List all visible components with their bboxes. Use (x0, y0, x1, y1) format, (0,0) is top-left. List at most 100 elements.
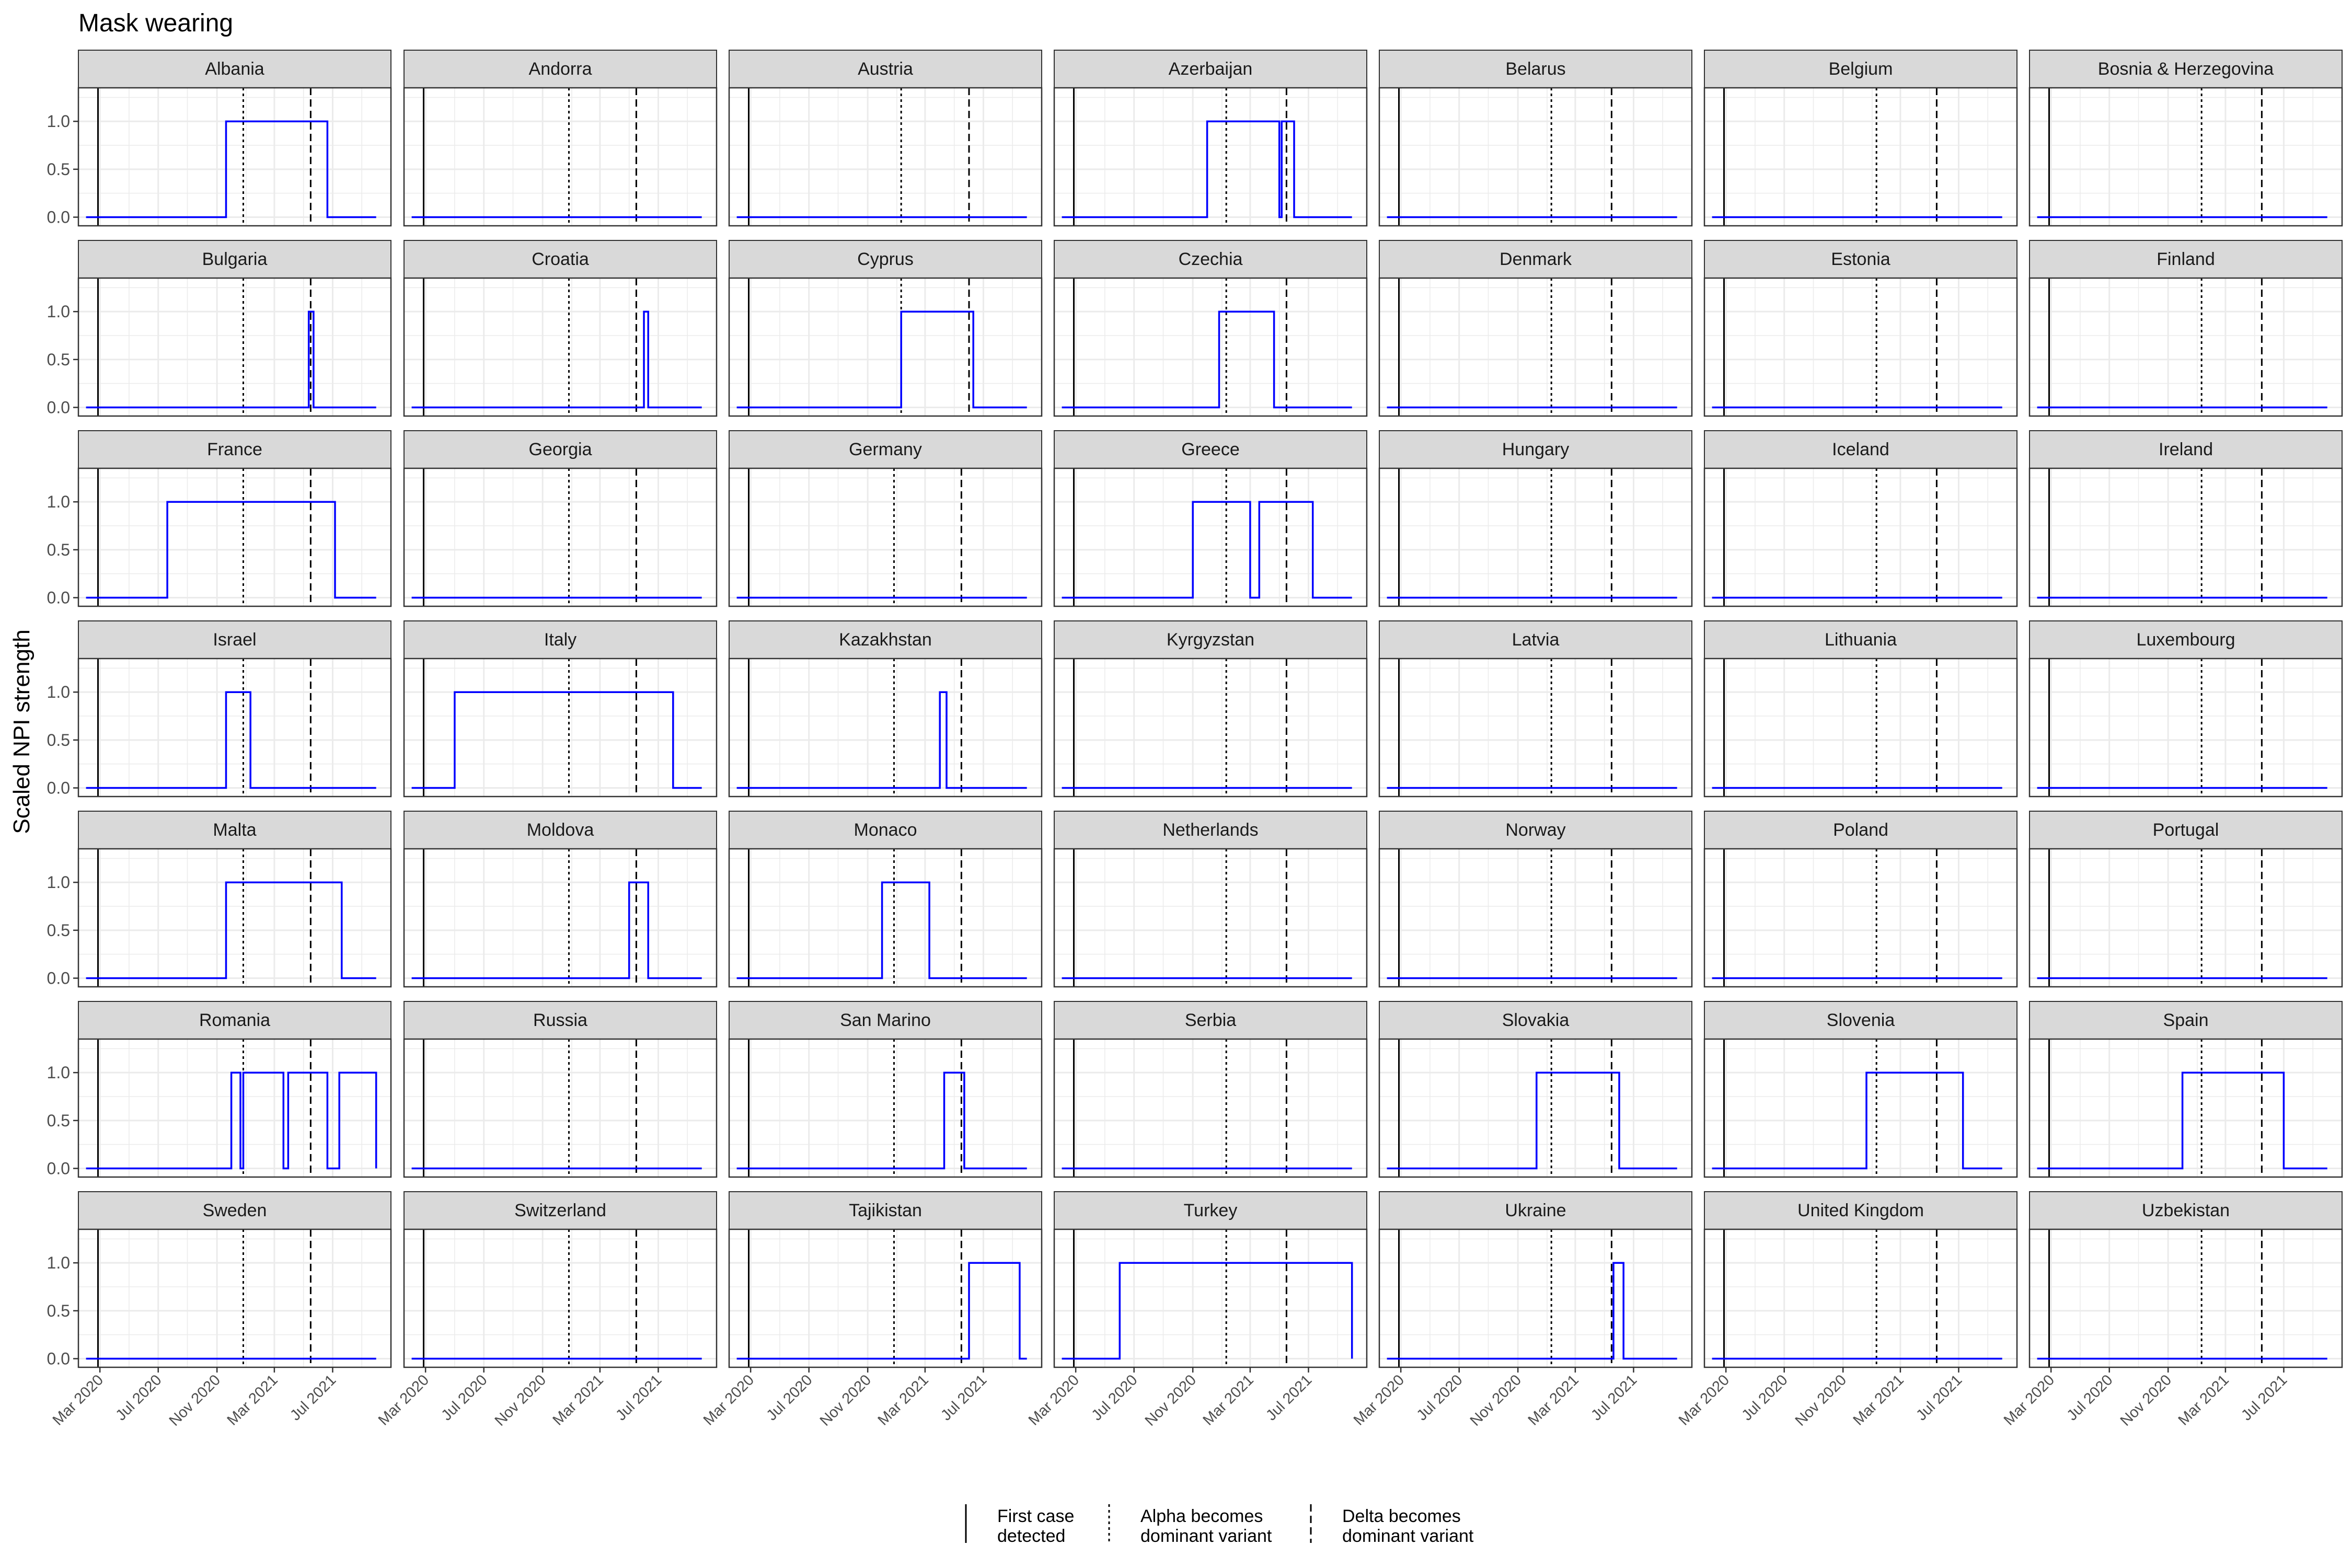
y-tick-label: 0.0 (47, 779, 70, 798)
y-tick-label: 0.5 (47, 540, 70, 559)
facet-strip-label: Malta (213, 820, 256, 840)
facet-panel: Turkey Mar 2020 Jul 2020 Nov 2020 Mar 2021 Ju… (1025, 1191, 1368, 1429)
panel-border (403, 658, 718, 798)
facet-panel: Luxembourg (2028, 620, 2343, 798)
y-tick-label: 0.5 (47, 350, 70, 369)
facet-panel: Bulgaria 0.0 0.5 1.0 (47, 240, 392, 417)
facet-panel: Moldova (403, 811, 718, 988)
plot-background (404, 849, 717, 987)
facet-strip-label: Slovenia (1827, 1010, 1895, 1030)
panel-border (403, 277, 718, 417)
facet-strip-label: Ukraine (1505, 1201, 1566, 1220)
panel-border (403, 467, 718, 607)
plot-background (78, 468, 391, 606)
y-tick-label: 0.5 (47, 921, 70, 940)
facet-panel: Spain (2028, 1001, 2343, 1178)
facet-panel: Germany (728, 430, 1043, 607)
facet-strip-label: Portugal (2153, 820, 2219, 840)
x-tick-label: Mar 2020 (50, 1371, 107, 1428)
panel-border (2028, 1038, 2343, 1178)
facet-strip-label: Germany (849, 440, 922, 459)
facet-panel: Bosnia & Herzegovina (2028, 50, 2343, 227)
x-tick-label: Mar 2020 (2001, 1371, 2058, 1428)
x-tick-label: Jul 2021 (613, 1371, 665, 1424)
facet-strip (1054, 430, 1367, 469)
x-tick-label: Jul 2021 (938, 1371, 990, 1424)
facet-strip-label: Norway (1505, 820, 1565, 840)
facet-panel: Hungary (1378, 430, 1693, 607)
plot-background (78, 278, 391, 416)
facet-panel: Sweden 0.0 0.5 1.0 Mar 2020 Jul 2020 Nov 2020 M… (47, 1191, 392, 1429)
x-tick-label: Jul 2021 (1263, 1371, 1315, 1424)
facet-strip-label: Tajikistan (849, 1201, 922, 1220)
plot-background (78, 1229, 391, 1367)
panel-border (1703, 848, 2018, 988)
x-tick-label: Mar 2021 (2175, 1371, 2232, 1428)
x-tick-label: Mar 2021 (1200, 1371, 1257, 1428)
facet-panel: Albania 0.0 0.5 1.0 (47, 50, 392, 227)
series-line (86, 691, 376, 789)
y-tick-label: 0.0 (47, 1159, 70, 1178)
facet-strip (1704, 50, 2017, 88)
facet-strip (78, 1001, 391, 1040)
facet-panel: Andorra (403, 50, 718, 227)
facet-panel: Tajikistan Mar 2020 Jul 2020 Nov 2020 Mar 20… (700, 1191, 1043, 1429)
chart-title: Mask wearing (78, 9, 233, 37)
plot-background (2030, 278, 2342, 416)
plot-background (2030, 88, 2342, 226)
facet-strip-label: Estonia (1831, 249, 1890, 269)
facet-panel: Norway (1378, 811, 1693, 988)
panel-border (728, 87, 1043, 227)
facet-strip-label: Moldova (527, 820, 594, 840)
facet-strip-label: Bosnia & Herzegovina (2098, 59, 2274, 79)
facet-strip (1704, 811, 2017, 849)
facet-strip-label: Israel (213, 630, 256, 650)
facet-strip-label: Greece (1181, 440, 1240, 459)
x-tick-label: Mar 2021 (1850, 1371, 1907, 1428)
facet-strip-label: Denmark (1500, 249, 1572, 269)
plot-background (729, 1039, 1042, 1177)
facet-strip-label: United Kingdom (1797, 1201, 1924, 1220)
facet-strip (78, 1191, 391, 1230)
facet-panel: Monaco (728, 811, 1043, 988)
facet-strip-label: Italy (544, 630, 577, 650)
panel-border (1053, 1228, 1368, 1368)
x-tick-label: Mar 2020 (375, 1371, 432, 1428)
facet-strip (1379, 620, 1692, 659)
facet-strip-label: Belgium (1829, 59, 1893, 79)
facet-panel: Belarus (1378, 50, 1693, 227)
facet-strip-label: France (207, 440, 262, 459)
facet-strip-label: Iceland (1832, 440, 1889, 459)
panel-border (403, 87, 718, 227)
panel-border (1703, 277, 2018, 417)
x-tick-label: Nov 2020 (166, 1371, 224, 1429)
series-line (736, 1071, 1027, 1170)
facet-strip (2029, 430, 2343, 469)
panel-border (1703, 1038, 2018, 1178)
facet-panel: Slovakia (1378, 1001, 1693, 1178)
plot-background (729, 278, 1042, 416)
x-tick-label: Jul 2021 (2238, 1371, 2290, 1424)
legend-label: First case (997, 1506, 1074, 1526)
x-tick-label: Mar 2021 (1525, 1371, 1582, 1428)
facet-panel: Greece (1053, 430, 1368, 607)
facet-panel: Croatia (403, 240, 718, 417)
plot-background (1704, 1039, 2017, 1177)
series-line (1062, 501, 1352, 599)
facet-strip-label: Andorra (529, 59, 592, 79)
legend-label: dominant variant (1342, 1526, 1474, 1546)
facet-strip-label: Belarus (1505, 59, 1565, 79)
panel-border (2028, 277, 2343, 417)
legend-label: detected (997, 1526, 1065, 1546)
y-tick-label: 0.0 (47, 208, 70, 227)
facet-panels: Albania 0.0 0.5 1.0 Andorra Austria Azerbaijan… (47, 50, 2343, 1429)
legend-label: Alpha becomes (1140, 1506, 1263, 1526)
facet-strip-label: Bulgaria (202, 249, 268, 269)
facet-strip (78, 50, 391, 88)
facet-strip (729, 1001, 1042, 1040)
facet-strip-label: Russia (533, 1010, 587, 1030)
panel-border (1053, 658, 1368, 798)
plot-background (1704, 849, 2017, 987)
panel-border (1378, 1038, 1693, 1178)
